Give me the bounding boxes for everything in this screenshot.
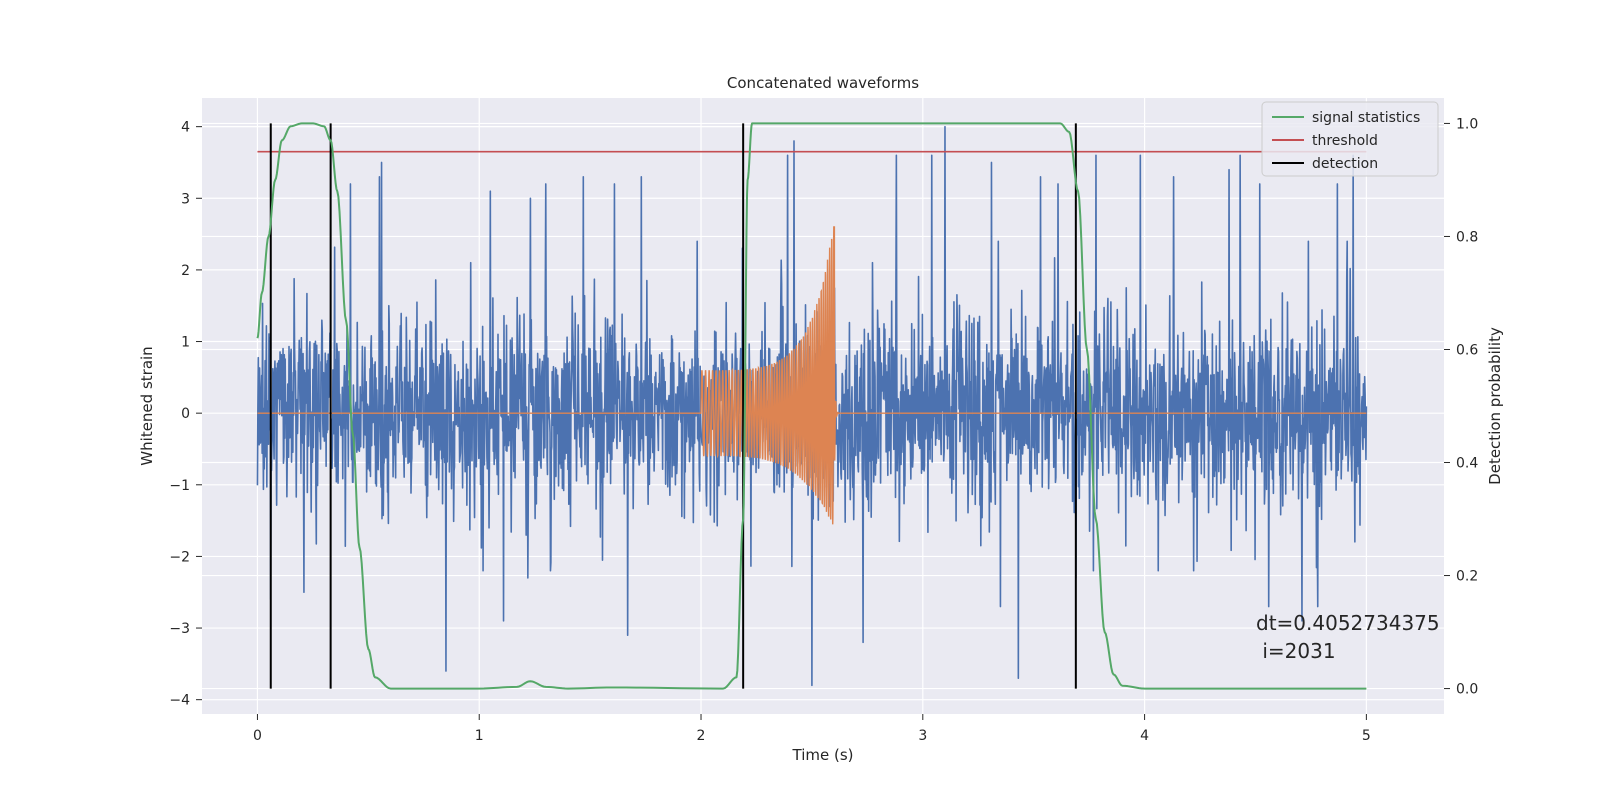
y2-tick-label: 0.6 (1456, 342, 1478, 358)
dt-annotation: dt=0.4052734375 (1256, 611, 1440, 635)
x-tick-label: 0 (253, 728, 262, 744)
x-tick-label: 2 (697, 728, 706, 744)
y2-tick-label: 0.4 (1456, 456, 1478, 472)
y-tick-label: −1 (169, 478, 190, 494)
y-tick-label: 4 (181, 120, 190, 136)
y-tick-label: −4 (169, 693, 190, 709)
signal-statistics-line (256, 122, 1367, 690)
legend-label: signal statistics (1312, 110, 1420, 126)
legend-box (1261, 101, 1439, 177)
y-tick-label: 2 (181, 263, 190, 279)
chart-title: Concatenated waveforms (727, 74, 919, 92)
series-layer (256, 122, 1368, 690)
x-tick-label: 5 (1362, 728, 1371, 744)
legend-label: detection (1312, 156, 1378, 172)
y-axis-label: Whitened strain (138, 346, 156, 465)
y-tick-label: 3 (181, 191, 190, 207)
axis-ticks: 0 1 2 3 4 5 −4 −3 −2 −1 0 1 2 3 4 0.0 0.2 0.4 0.6 0.8 1.0 (169, 116, 1478, 744)
y2-tick-label: 0.2 (1456, 569, 1478, 585)
legend-label: threshold (1312, 133, 1378, 149)
index-annotation: i=2031 (1256, 639, 1336, 663)
y-tick-label: −2 (169, 549, 190, 565)
y2-tick-label: 0.0 (1456, 682, 1478, 698)
x-tick-label: 4 (1140, 728, 1149, 744)
y-tick-label: 1 (181, 335, 190, 351)
x-axis-label: Time (s) (792, 746, 854, 764)
y2-tick-label: 1.0 (1456, 116, 1478, 132)
y2-axis-label: Detection probability (1486, 327, 1504, 485)
signal-series-line (257, 226, 1367, 525)
x-tick-label: 3 (918, 728, 927, 744)
y2-tick-label: 0.8 (1456, 229, 1478, 245)
noise-series-line (256, 125, 1368, 687)
y-tick-label: −3 (169, 621, 190, 637)
legend: signal statistics threshold detection (1261, 101, 1439, 177)
x-tick-label: 1 (475, 728, 484, 744)
y-tick-label: 0 (181, 406, 190, 422)
